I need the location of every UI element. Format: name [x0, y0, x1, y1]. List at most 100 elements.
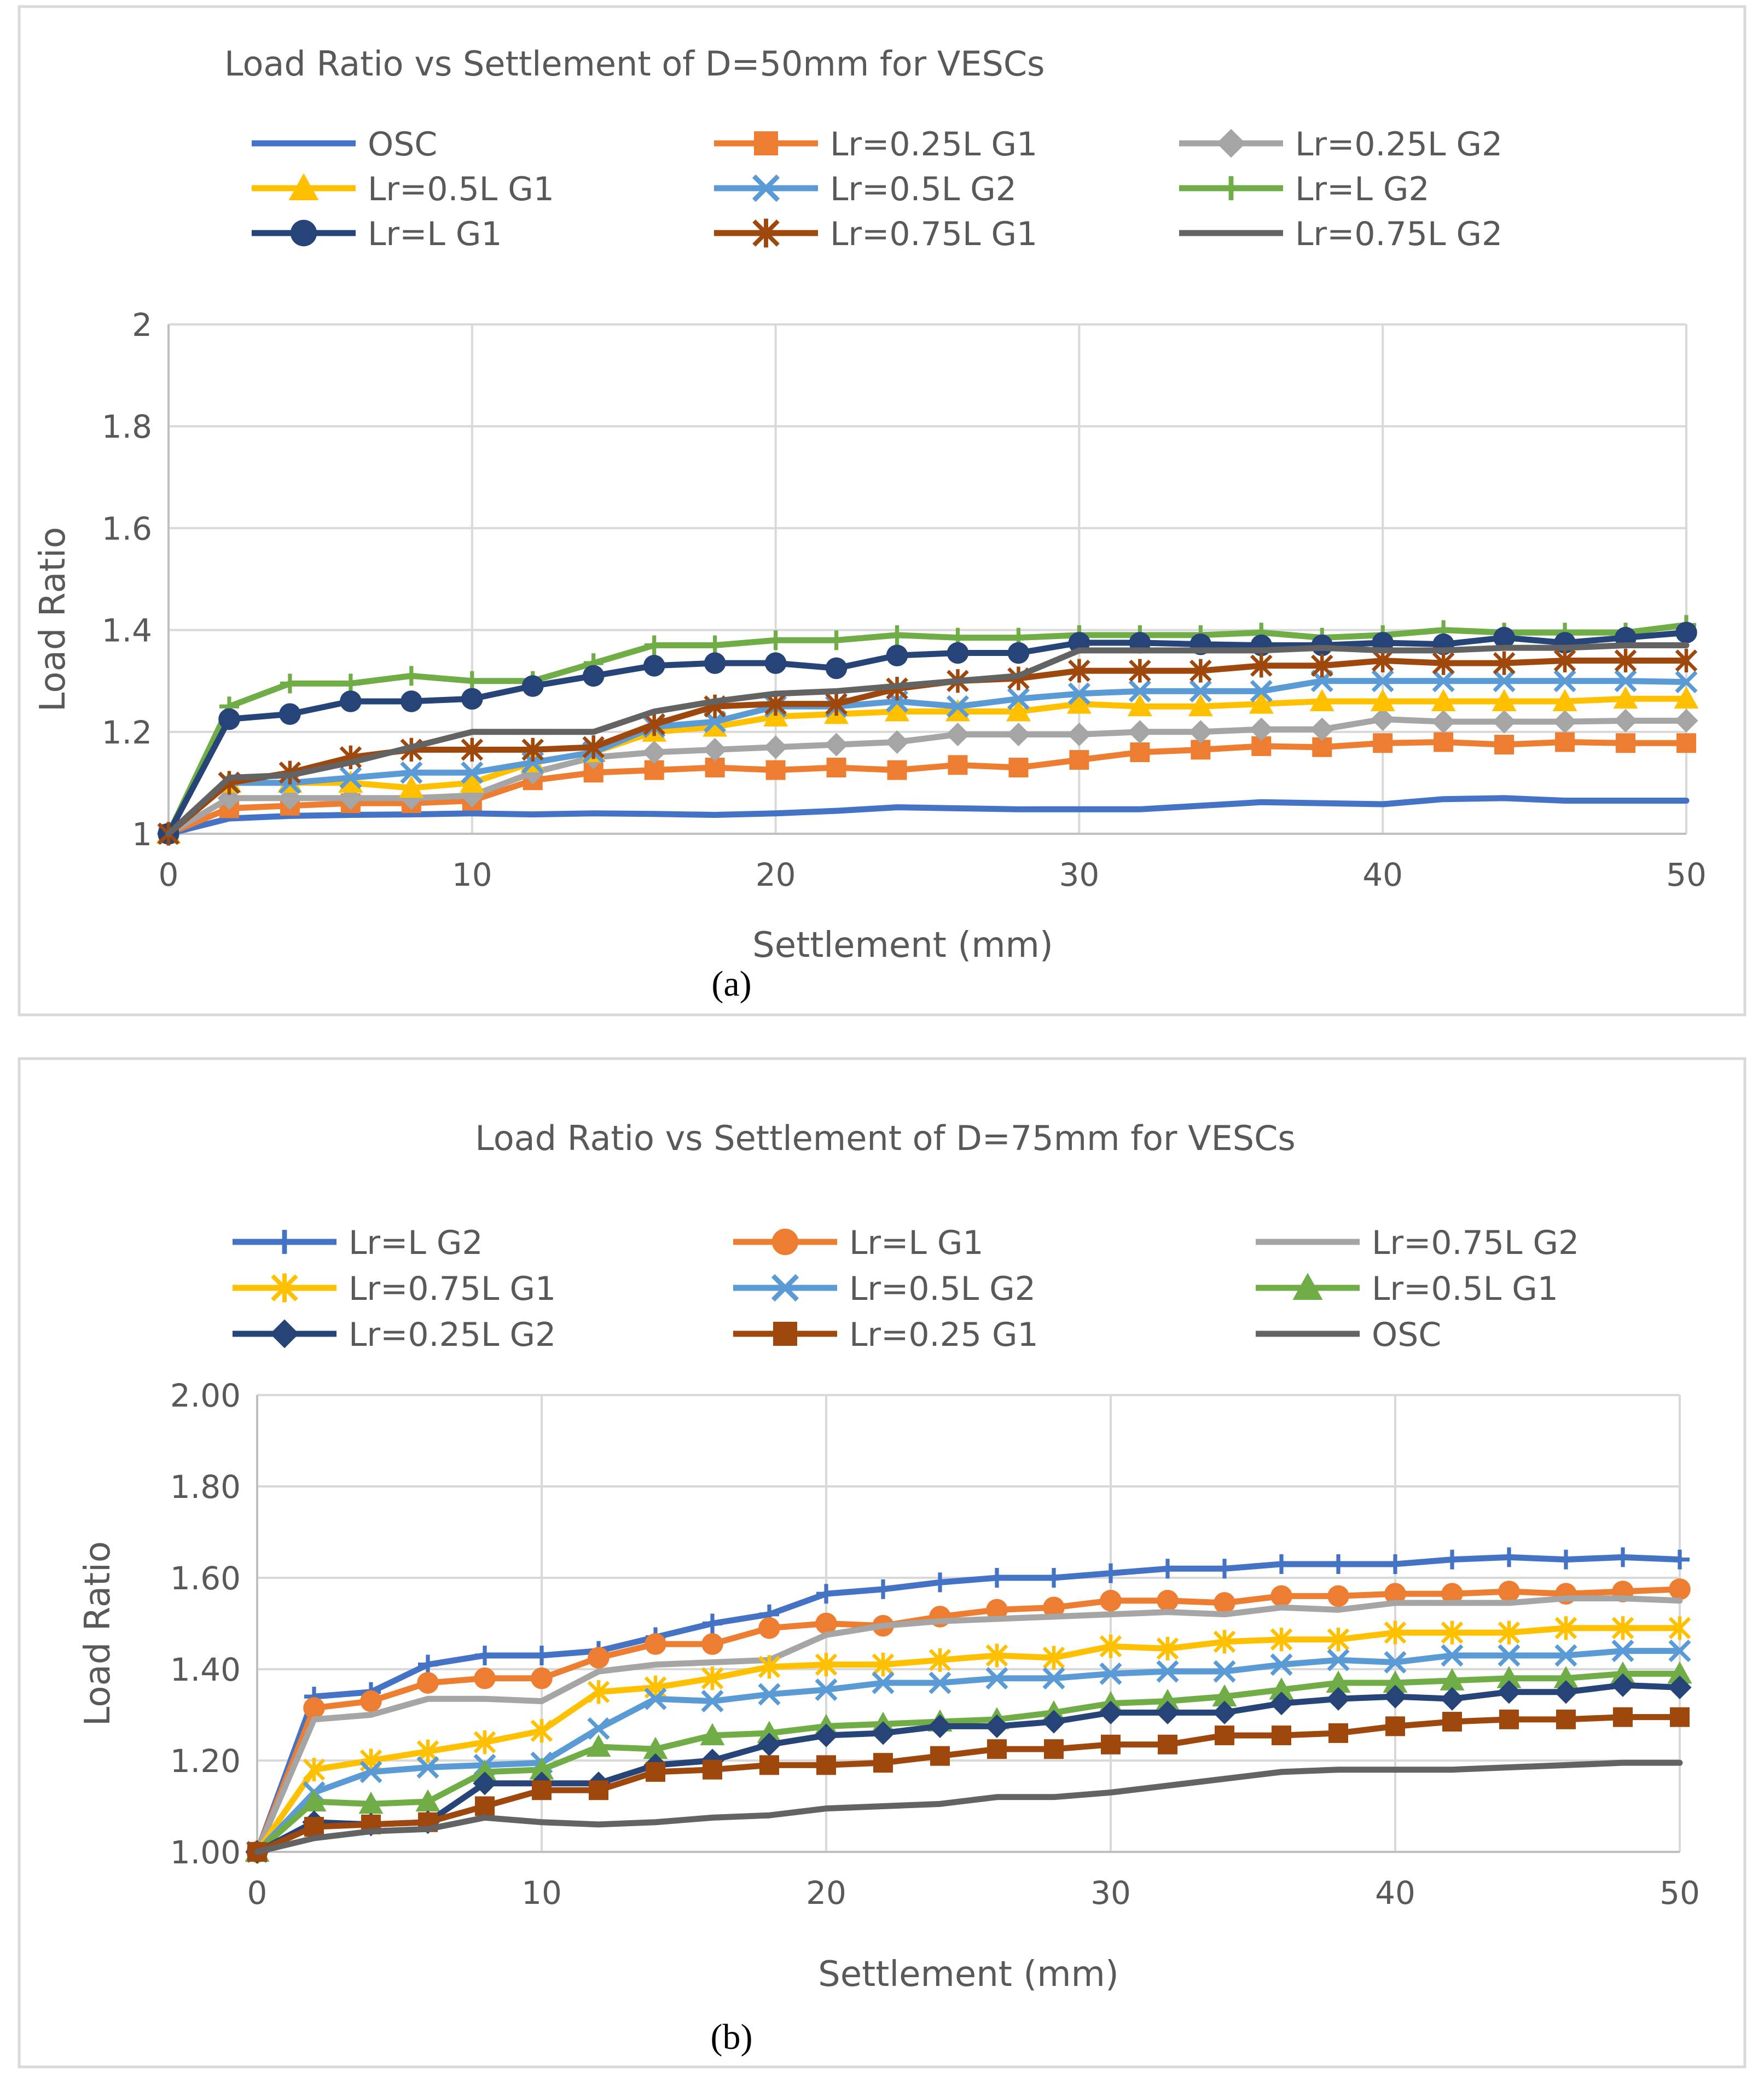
chart-b-data-point: [1498, 1644, 1521, 1667]
chart-b-legend-label: Lr=0.25L G2: [349, 1316, 556, 1354]
chart-a-data-point: [704, 652, 726, 674]
chart-a-data-point: [705, 635, 725, 655]
chart-b-data-point: [1611, 1616, 1634, 1640]
chart-b-legend-label: Lr=L G1: [849, 1224, 984, 1262]
chart-a-legend-marker: [290, 219, 317, 247]
chart-a-legend-marker: [1219, 176, 1243, 200]
chart-a-data-point: [885, 730, 909, 754]
chart-b-data-point: [1327, 1628, 1350, 1652]
chart-a-data-point: [1493, 651, 1516, 675]
chart-a-legend-item: Lr=L G2: [1179, 170, 1430, 208]
chart-a-y-tick-label: 1.8: [102, 408, 152, 445]
chart-b-legend-label: Lr=0.75L G1: [349, 1270, 556, 1308]
chart-a-x-tick-label: 0: [159, 856, 179, 893]
chart-b-data-point: [873, 1579, 893, 1599]
chart-b-data-point: [1383, 1684, 1407, 1709]
chart-b-legend-item: Lr=0.75L G1: [233, 1270, 556, 1308]
chart-b-data-point: [930, 1572, 950, 1593]
chart-b-data-point: [815, 1612, 837, 1635]
chart-b-data-point: [1099, 1700, 1123, 1724]
chart-b-data-point: [1496, 1666, 1522, 1688]
chart-b-data-point: [1212, 1684, 1237, 1707]
chart-a-series-lr-0-75l-g2: [165, 642, 1690, 837]
chart-b-data-point: [1499, 1547, 1519, 1567]
chart-a-data-point: [826, 757, 846, 777]
chart-b-data-point: [1213, 1630, 1236, 1654]
chart-a-data-point: [1494, 735, 1515, 755]
chart-b-y-tick-label: 2.00: [170, 1377, 241, 1414]
chart-b-caption: (b): [711, 2017, 753, 2057]
chart-a-series-line: [165, 695, 1690, 837]
chart-a-data-point: [1370, 689, 1395, 711]
chart-a-data-point: [1553, 670, 1576, 693]
chart-b-data-point: [985, 1714, 1009, 1738]
chart-b-legend-label: Lr=0.5L G1: [1372, 1270, 1558, 1308]
chart-b-data-point: [1100, 1589, 1122, 1612]
chart-b-data-point: [759, 1755, 779, 1775]
chart-a-data-point: [521, 737, 544, 762]
chart-a-data-point: [339, 766, 362, 789]
chart-b-data-point: [1441, 1620, 1464, 1645]
chart-b-data-point: [1556, 1549, 1576, 1570]
chart-b-series-lr-l-g2: [247, 1547, 1690, 1862]
chart-b-data-point: [1099, 1634, 1122, 1658]
chart-b-data-point: [1272, 1554, 1291, 1574]
chart-a-x-tick-label: 30: [1059, 856, 1099, 893]
chart-a-data-point: [765, 630, 786, 650]
chart-a-data-point: [1189, 679, 1212, 702]
chart-b-data-point: [589, 1780, 608, 1800]
chart-a-caption: (a): [711, 964, 751, 1004]
chart-a-title: Load Ratio vs Settlement of D=50mm for V…: [224, 44, 1045, 84]
chart-b-data-point: [1327, 1585, 1349, 1607]
chart-b-data-point: [301, 1789, 327, 1812]
chart-a-legend-item: Lr=0.25L G1: [714, 125, 1037, 164]
chart-b-data-point: [1385, 1716, 1405, 1736]
chart-b-legend-item: Lr=0.5L G2: [733, 1270, 1036, 1308]
chart-a-data-point: [340, 690, 362, 712]
chart-a-data-point: [824, 733, 849, 757]
chart-a-data-point: [401, 666, 421, 686]
chart-a-y-tick-label: 1: [132, 816, 152, 853]
chart-a-data-point: [764, 735, 788, 759]
chart-a-legend: OSC Lr=0.25L G1 Lr=0.25L G2 Lr=0.5L G1 Lr=0.…: [252, 125, 1502, 253]
chart-b-data-point: [473, 1730, 496, 1755]
chart-b-data-point: [646, 1762, 665, 1782]
chart-b-y-tick-label: 1.20: [170, 1742, 241, 1780]
chart-a-data-point: [1492, 689, 1517, 711]
chart-b-data-point: [1326, 1670, 1351, 1693]
chart-b-data-point: [1668, 1675, 1692, 1699]
chart-b-data-point: [987, 1568, 1007, 1588]
chart-b-data-point: [417, 1672, 439, 1694]
chart-b-data-point: [1042, 1710, 1066, 1734]
chart-a-data-point: [886, 644, 908, 666]
chart-b-data-point: [1667, 1661, 1692, 1684]
chart-a-data-point: [887, 760, 907, 780]
chart-a-series-osc: [165, 795, 1690, 837]
chart-a-data-point: [1250, 654, 1273, 678]
chart-b-x-tick-label: 10: [521, 1874, 562, 1912]
chart-a-data-point: [1188, 720, 1212, 744]
chart-b-y-tick-label: 1.00: [170, 1834, 241, 1871]
chart-b-data-point: [587, 1717, 610, 1740]
chart-b-data-point: [532, 1780, 552, 1800]
chart-a-legend-item: Lr=0.5L G2: [714, 170, 1017, 208]
chart-a-data-point: [1189, 659, 1212, 683]
chart-b-data-point: [1441, 1583, 1463, 1605]
chart-b-data-point: [1498, 1581, 1520, 1602]
chart-a-data-point: [885, 699, 910, 722]
chart-b-data-point: [1327, 1648, 1350, 1671]
chart-b-data-point: [1554, 1680, 1578, 1704]
chart-b-data-point: [930, 1746, 950, 1766]
chart-a-data-point: [826, 630, 846, 650]
chart-b-data-point: [872, 1653, 895, 1677]
chart-b-data-point: [475, 1645, 495, 1665]
chart-a-data-point: [521, 675, 544, 697]
chart-a-data-point: [340, 673, 361, 694]
chart-b-x-tick-label: 0: [247, 1874, 268, 1912]
chart-a-legend-item: Lr=0.25L G2: [1179, 125, 1502, 164]
chart-b-data-point: [358, 1791, 384, 1814]
chart-a-data-point: [1008, 757, 1029, 777]
chart-a-data-point: [946, 695, 970, 718]
chart-a-data-point: [1616, 733, 1636, 753]
chart-a-series-lr-0-25l-g2: [156, 707, 1698, 846]
